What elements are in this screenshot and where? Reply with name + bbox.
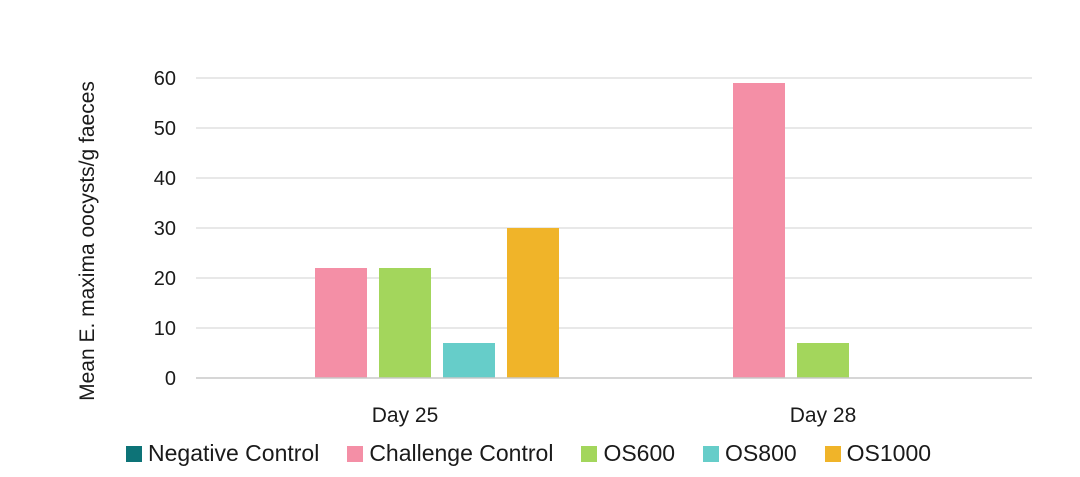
y-tick-label: 40: [154, 168, 176, 190]
bar-os1000-day-25: [507, 228, 559, 378]
legend-swatch: [126, 445, 142, 462]
x-category-label: Day 28: [790, 404, 857, 427]
y-axis-ticks: 0 10 20 30 40 50 60: [154, 68, 176, 390]
bar-challenge-control-day-25: [315, 268, 367, 378]
legend-swatch: [581, 445, 598, 462]
legend-label: OS800: [725, 440, 797, 466]
x-category-label: Day 25: [372, 404, 439, 427]
legend-swatch: [703, 445, 720, 462]
y-tick-label: 30: [154, 218, 176, 240]
y-tick-label: 60: [154, 68, 176, 90]
legend-swatch: [347, 445, 364, 462]
legend-label: OS1000: [846, 440, 932, 466]
y-tick-label: 0: [165, 368, 176, 390]
bars: [315, 83, 849, 378]
legend-swatch: [824, 445, 841, 462]
bar-os800-day-25: [443, 343, 495, 378]
y-tick-label: 50: [154, 118, 176, 140]
y-tick-label: 20: [154, 268, 176, 290]
legend-item: OS1000: [824, 440, 932, 467]
legend-label: Negative Control: [148, 440, 320, 466]
legend-item: Challenge Control: [347, 440, 553, 467]
legend-item: OS800: [703, 440, 797, 467]
y-axis-title: Mean E. maxima oocysts/g faeces: [76, 81, 99, 401]
x-axis-categories: Day 25 Day 28: [372, 404, 857, 427]
legend-item: OS600: [581, 440, 675, 467]
bar-os600-day-25: [379, 268, 431, 378]
legend-label: Challenge Control: [369, 440, 554, 466]
chart-legend: Negative Control Challenge Control OS600 OS…: [126, 440, 959, 467]
bar-os600-day-28: [797, 343, 849, 378]
bar-challenge-control-day-28: [733, 83, 785, 378]
y-tick-label: 10: [154, 318, 176, 340]
bar-chart: 0 10 20 30 40 50 60 Day 25 Day 28 Mean E. maxim…: [76, 68, 1032, 427]
legend-label: OS600: [603, 440, 676, 466]
legend-item: Negative Control: [126, 440, 319, 467]
